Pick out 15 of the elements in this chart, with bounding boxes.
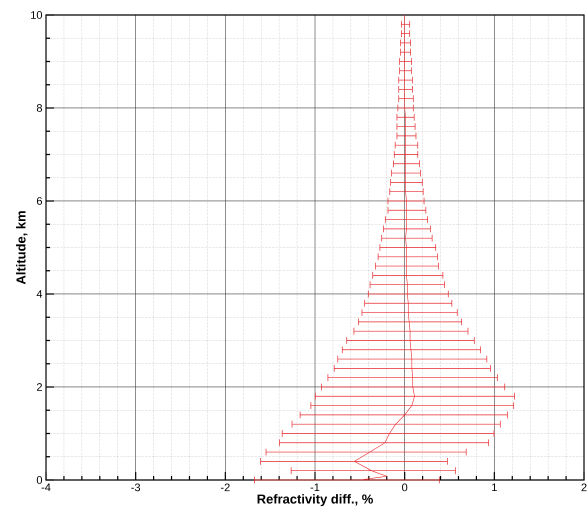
y-tick-label: 0 xyxy=(36,476,42,484)
y-axis-title: Altitude, km xyxy=(16,211,28,284)
y-tick-label: 8 xyxy=(36,104,42,112)
x-tick-label: -1 xyxy=(310,484,320,492)
x-tick-label: -2 xyxy=(220,484,230,492)
y-tick-label: 4 xyxy=(36,290,42,298)
x-axis-title: Refractivity diff., % xyxy=(258,494,373,506)
x-tick-label: 1 xyxy=(492,484,497,492)
y-tick-label: 10 xyxy=(31,11,42,19)
x-tick-label: -4 xyxy=(42,484,51,492)
x-tick-label: 2 xyxy=(582,484,587,492)
y-tick-label: 2 xyxy=(36,383,42,391)
x-tick-label: 0 xyxy=(402,484,408,492)
y-tick-label: 6 xyxy=(36,197,42,205)
x-tick-label: -3 xyxy=(131,484,140,492)
